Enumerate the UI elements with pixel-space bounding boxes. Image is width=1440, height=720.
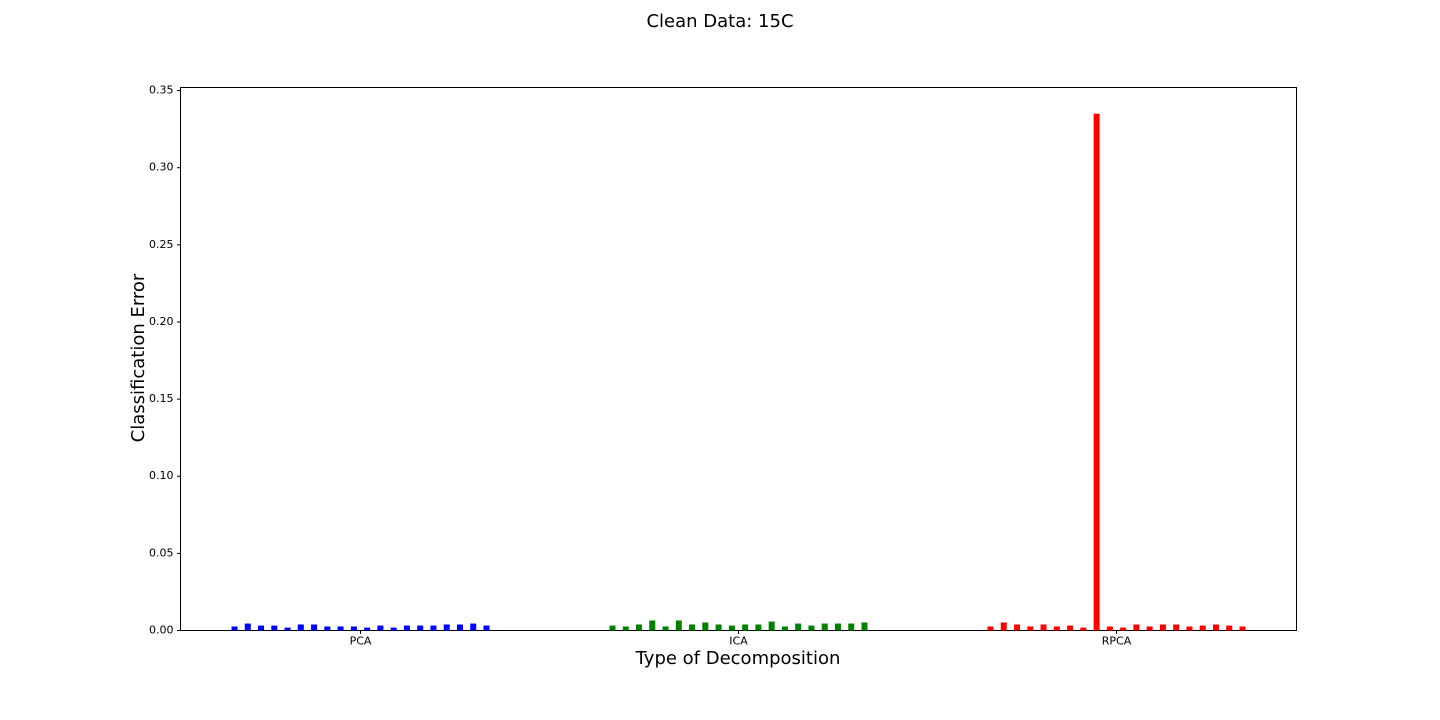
y-tick-label: 0.10 [149, 469, 174, 482]
bar [795, 623, 802, 631]
bar [337, 626, 344, 631]
bar [662, 626, 669, 631]
bar [311, 624, 318, 631]
bar [364, 627, 371, 631]
bar [417, 625, 424, 631]
bar [715, 624, 722, 631]
bar [1106, 626, 1113, 631]
bar [1093, 113, 1100, 631]
bar [1146, 626, 1153, 631]
bar [1186, 626, 1193, 631]
bar [231, 626, 238, 631]
bar [470, 623, 477, 631]
bar [649, 620, 656, 631]
y-tick-label: 0.00 [149, 624, 174, 637]
bar [324, 626, 331, 631]
bar [1239, 626, 1246, 631]
bar [1199, 625, 1206, 631]
bar [1067, 625, 1074, 631]
y-tick-label: 0.30 [149, 161, 174, 174]
x-tick-label: RPCA [1102, 635, 1132, 648]
bar [443, 624, 450, 631]
bar [297, 624, 304, 631]
y-tick-label: 0.20 [149, 315, 174, 328]
bar [377, 625, 384, 631]
bar [987, 626, 994, 631]
bar [1226, 625, 1233, 631]
bar [1133, 624, 1140, 631]
bar [609, 625, 616, 631]
bar [622, 626, 629, 631]
bar [350, 626, 357, 631]
bar [861, 622, 868, 631]
bar [1014, 624, 1021, 631]
y-tick-label: 0.25 [149, 238, 174, 251]
bar [821, 623, 828, 631]
bar [483, 625, 490, 631]
bar [702, 622, 709, 631]
bar [1000, 622, 1007, 631]
y-tick-label: 0.15 [149, 392, 174, 405]
bar [1027, 626, 1034, 631]
x-axis-label: Type of Decomposition [635, 648, 841, 669]
bar [1080, 627, 1087, 631]
bar [258, 625, 265, 631]
bar [403, 625, 410, 631]
bar [244, 623, 251, 631]
chart-title: Clean Data: 15C [646, 11, 793, 32]
bar [271, 625, 278, 631]
y-axis-label: Classification Error [128, 273, 149, 442]
bar [808, 625, 815, 631]
bar [834, 623, 841, 631]
bar [768, 621, 775, 631]
plot-frame [180, 87, 1297, 631]
bar [1159, 624, 1166, 631]
bar [284, 627, 291, 631]
bar [1173, 624, 1180, 631]
bar [689, 624, 696, 631]
bar [1040, 624, 1047, 631]
y-tick-label: 0.05 [149, 546, 174, 559]
bar [430, 625, 437, 631]
y-tick-label: 0.35 [149, 84, 174, 97]
bar [636, 624, 643, 631]
bar [1212, 624, 1219, 631]
bar [781, 626, 788, 631]
bar [1120, 627, 1127, 631]
bar [1053, 626, 1060, 631]
bar [675, 620, 682, 631]
bar [390, 627, 397, 631]
x-tick-label: ICA [729, 635, 748, 648]
bar [755, 624, 762, 631]
bar [728, 625, 735, 631]
bar [742, 624, 749, 631]
x-tick-label: PCA [350, 635, 372, 648]
bar [456, 624, 463, 631]
bar [848, 623, 855, 631]
